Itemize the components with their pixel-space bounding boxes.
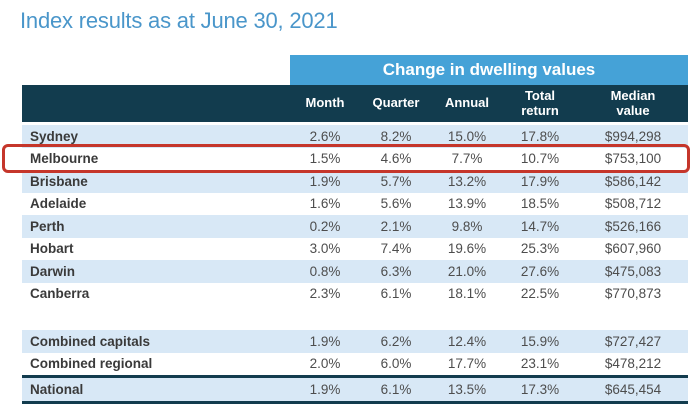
month-value: 0.2% bbox=[309, 218, 341, 234]
annual-value: 18.1% bbox=[447, 286, 487, 302]
annual-value: 15.0% bbox=[447, 128, 487, 144]
month-value: 1.9% bbox=[309, 173, 341, 189]
month-value: 1.5% bbox=[309, 151, 341, 167]
row-canberra: Canberra 2.3% 6.1% 18.1% 22.5% $770,873 bbox=[22, 283, 688, 306]
month-value: 1.9% bbox=[309, 381, 341, 397]
median-value: $994,298 bbox=[604, 128, 662, 144]
row-darwin: Darwin 0.8% 6.3% 21.0% 27.6% $475,083 bbox=[22, 260, 688, 283]
region-label: Combined capitals bbox=[30, 333, 151, 349]
quarter-value: 6.2% bbox=[380, 333, 412, 349]
median-value: $478,212 bbox=[604, 356, 662, 372]
row-adelaide: Adelaide 1.6% 5.6% 13.9% 18.5% $508,712 bbox=[22, 193, 688, 216]
total-return-value: 17.3% bbox=[520, 381, 560, 397]
annual-value: 19.6% bbox=[447, 241, 487, 257]
region-label: Brisbane bbox=[30, 173, 88, 189]
total-return-value: 10.7% bbox=[520, 151, 560, 167]
total-return-value: 18.5% bbox=[520, 196, 560, 212]
month-value: 1.9% bbox=[309, 333, 341, 349]
divider-line bbox=[22, 375, 688, 378]
region-label: Perth bbox=[30, 218, 65, 234]
spacer-row bbox=[22, 305, 688, 330]
quarter-value: 2.1% bbox=[380, 218, 412, 234]
header-total-return: Total return bbox=[521, 87, 559, 118]
header-region bbox=[22, 85, 290, 122]
quarter-value: 6.1% bbox=[380, 286, 412, 302]
row-melbourne: Melbourne 1.5% 4.6% 7.7% 10.7% $753,100 bbox=[22, 148, 688, 171]
annual-value: 21.0% bbox=[447, 263, 487, 279]
month-value: 2.6% bbox=[309, 128, 341, 144]
total-return-value: 23.1% bbox=[520, 356, 560, 372]
quarter-value: 5.6% bbox=[380, 196, 412, 212]
annual-value: 13.2% bbox=[447, 173, 487, 189]
month-value: 2.3% bbox=[309, 286, 341, 302]
row-brisbane: Brisbane 1.9% 5.7% 13.2% 17.9% $586,142 bbox=[22, 170, 688, 193]
median-value: $645,454 bbox=[604, 381, 662, 397]
header-quarter: Quarter bbox=[372, 95, 420, 111]
annual-value: 9.8% bbox=[451, 218, 483, 234]
quarter-value: 8.2% bbox=[380, 128, 412, 144]
dwelling-values-table: Change in dwelling values Month Quarter … bbox=[22, 55, 688, 404]
row-combined-capitals: Combined capitals 1.9% 6.2% 12.4% 15.9% … bbox=[22, 330, 688, 353]
month-value: 0.8% bbox=[309, 263, 341, 279]
region-label: National bbox=[30, 381, 84, 397]
median-value: $586,142 bbox=[604, 173, 662, 189]
annual-value: 12.4% bbox=[447, 333, 487, 349]
median-value: $475,083 bbox=[604, 263, 662, 279]
region-label: Hobart bbox=[30, 241, 74, 257]
header-annual: Annual bbox=[444, 95, 490, 111]
month-value: 1.6% bbox=[309, 196, 341, 212]
annual-value: 13.5% bbox=[447, 381, 487, 397]
page-title: Index results as at June 30, 2021 bbox=[20, 8, 338, 33]
total-return-value: 17.9% bbox=[520, 173, 560, 189]
median-value: $753,100 bbox=[604, 151, 662, 167]
total-return-value: 14.7% bbox=[520, 218, 560, 234]
region-label: Melbourne bbox=[30, 151, 99, 167]
quarter-value: 7.4% bbox=[380, 241, 412, 257]
annual-value: 13.9% bbox=[447, 196, 487, 212]
median-value: $508,712 bbox=[604, 196, 662, 212]
row-sydney: Sydney 2.6% 8.2% 15.0% 17.8% $994,298 bbox=[22, 125, 688, 148]
median-value: $770,873 bbox=[604, 286, 662, 302]
banner-spacer bbox=[22, 55, 290, 85]
total-return-value: 22.5% bbox=[520, 286, 560, 302]
quarter-value: 4.6% bbox=[380, 151, 412, 167]
table-header-row: Month Quarter Annual Total return Median… bbox=[22, 85, 688, 122]
total-return-value: 27.6% bbox=[520, 263, 560, 279]
region-label: Combined regional bbox=[30, 356, 153, 372]
group-header-banner: Change in dwelling values bbox=[290, 55, 688, 85]
quarter-value: 6.0% bbox=[380, 356, 412, 372]
row-perth: Perth 0.2% 2.1% 9.8% 14.7% $526,166 bbox=[22, 215, 688, 238]
quarter-value: 6.1% bbox=[380, 381, 412, 397]
annual-value: 17.7% bbox=[447, 356, 487, 372]
median-value: $727,427 bbox=[604, 333, 662, 349]
header-month: Month bbox=[305, 95, 345, 111]
bottom-border-line bbox=[22, 400, 688, 404]
row-national: National 1.9% 6.1% 13.5% 17.3% $645,454 bbox=[22, 378, 688, 401]
row-hobart: Hobart 3.0% 7.4% 19.6% 25.3% $607,960 bbox=[22, 238, 688, 261]
row-combined-regional: Combined regional 2.0% 6.0% 17.7% 23.1% … bbox=[22, 353, 688, 376]
total-return-value: 25.3% bbox=[520, 241, 560, 257]
banner-row: Change in dwelling values bbox=[22, 55, 688, 85]
total-return-value: 15.9% bbox=[520, 333, 560, 349]
region-label: Adelaide bbox=[30, 196, 87, 212]
month-value: 3.0% bbox=[309, 241, 341, 257]
median-value: $526,166 bbox=[604, 218, 662, 234]
header-median-value: Median value bbox=[610, 87, 656, 118]
region-label: Darwin bbox=[30, 263, 76, 279]
quarter-value: 6.3% bbox=[380, 263, 412, 279]
region-label: Canberra bbox=[30, 286, 90, 302]
region-label: Sydney bbox=[30, 128, 79, 144]
median-value: $607,960 bbox=[604, 241, 662, 257]
quarter-value: 5.7% bbox=[380, 173, 412, 189]
month-value: 2.0% bbox=[309, 356, 341, 372]
total-return-value: 17.8% bbox=[520, 128, 560, 144]
annual-value: 7.7% bbox=[451, 151, 483, 167]
